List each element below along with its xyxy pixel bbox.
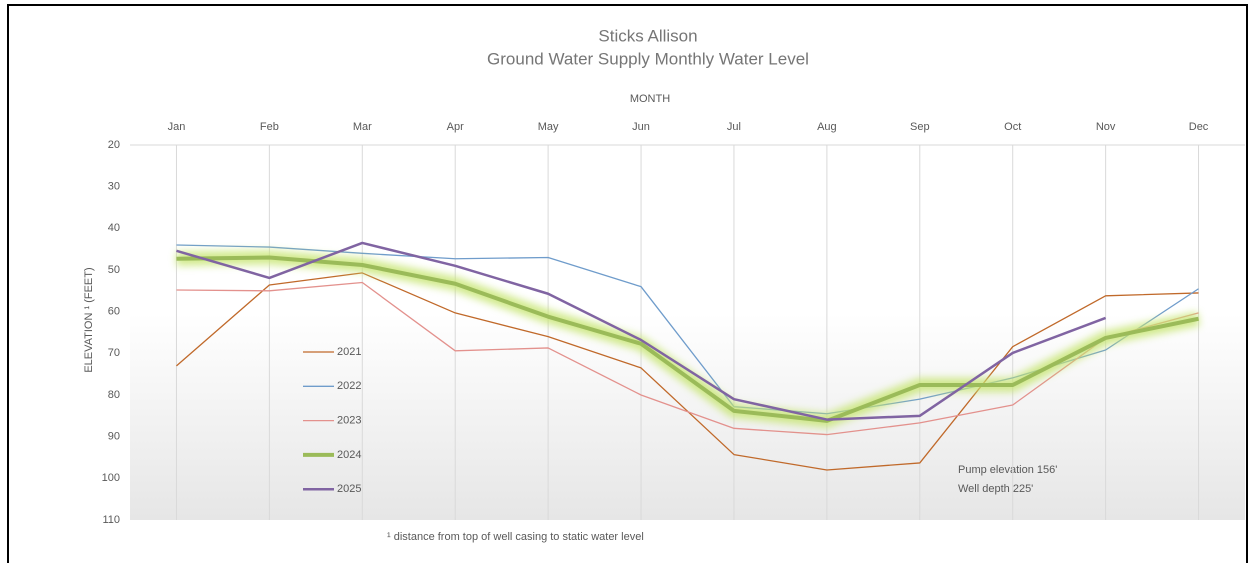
y-tick-label: 90 [108,431,120,443]
chart-subtitle: Ground Water Supply Monthly Water Level [487,49,809,68]
y-tick-label: 60 [108,306,120,318]
y-tick-label: 70 [108,347,120,359]
legend-label: 2024 [337,449,361,461]
x-tick-label: Jul [727,121,741,133]
x-tick-label: Mar [353,121,372,133]
x-axis-label: MONTH [630,93,670,105]
annotation: Pump elevation 156' [958,464,1057,476]
legend-label: 2022 [337,380,361,392]
series-line [176,241,1107,421]
x-tick-label: May [538,121,559,133]
x-tick-label: Jan [168,121,186,133]
frame [7,4,1248,563]
y-tick-label: 30 [108,181,120,193]
y-tick-label: 50 [108,264,120,276]
x-tick-label: Aug [817,121,837,133]
x-tick-label: Dec [1189,121,1209,133]
legend-label: 2025 [337,483,361,495]
y-tick-label: 20 [108,139,120,151]
series-line [176,281,1199,436]
x-tick-label: Nov [1096,121,1116,133]
y-tick-label: 100 [102,472,120,484]
y-axis-label: ELEVATION ¹ (FEET) [83,267,95,372]
x-tick-label: Feb [260,121,279,133]
legend-label: 2021 [337,346,361,358]
plot-area [130,145,1245,520]
footnote: ¹ distance from top of well casing to st… [387,531,644,543]
y-tick-label: 40 [108,222,120,234]
x-tick-label: Jun [632,121,650,133]
series-line [176,255,1199,423]
y-tick-label: 110 [102,514,120,526]
y-tick-label: 80 [108,389,120,401]
chart-title: Sticks Allison [598,26,697,45]
x-tick-label: Oct [1004,121,1021,133]
annotation: Well depth 225' [958,483,1033,495]
legend-label: 2023 [337,415,361,427]
x-tick-label: Apr [447,121,464,133]
x-tick-label: Sep [910,121,930,133]
